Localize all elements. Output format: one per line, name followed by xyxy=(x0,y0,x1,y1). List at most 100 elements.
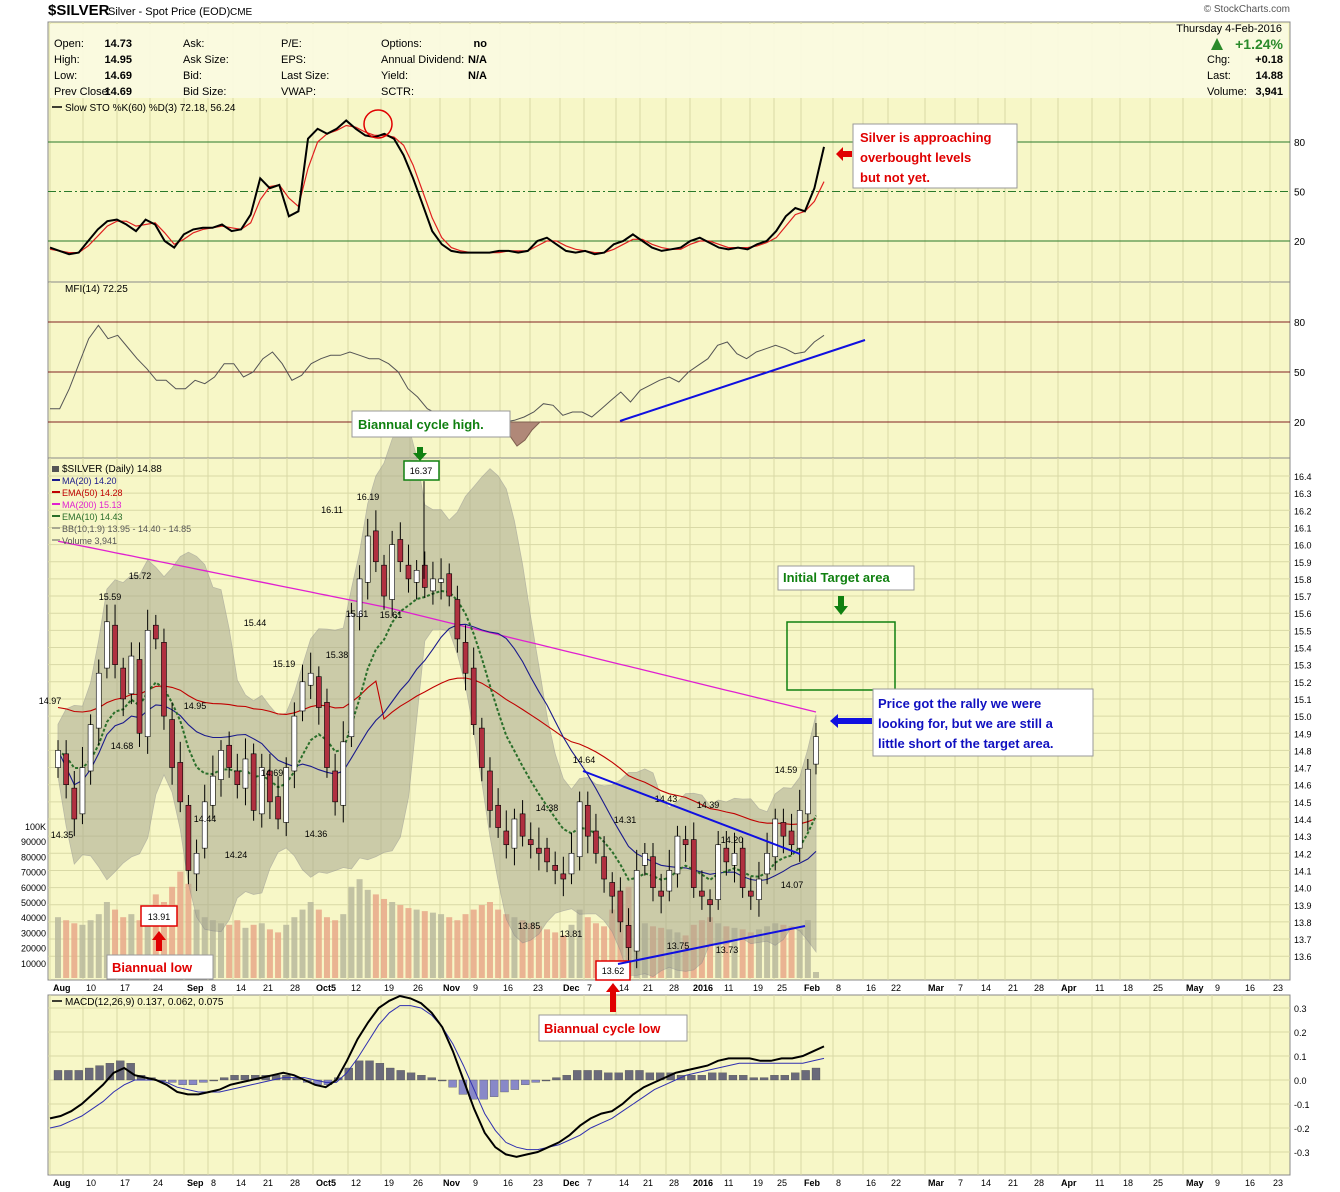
macd-hist-bar xyxy=(811,1067,821,1081)
volume-bar xyxy=(185,883,192,978)
price-tick-label: 14.1 xyxy=(1294,866,1312,876)
mfi-title: MFI(14) 72.25 xyxy=(65,284,128,295)
price-tick-label: 15.6 xyxy=(1294,609,1312,619)
macd-hist-bar xyxy=(687,1075,696,1081)
candle-body xyxy=(666,870,673,892)
candle-body xyxy=(650,856,656,888)
quote-label: Last: xyxy=(1207,70,1231,82)
price-label: 15.61 xyxy=(380,610,403,620)
x-tick-label: 8 xyxy=(211,1178,216,1188)
quote-date: Thursday 4-Feb-2016 xyxy=(1176,23,1282,35)
x-axis-price: Aug 10 17 24 Sep 8 14 21 28 Oct5 12 19 26 Nov 9 16 23 Dec… xyxy=(53,983,1283,993)
volume-bar xyxy=(79,924,86,978)
volume-bar xyxy=(454,920,461,978)
macd-hist-bar xyxy=(209,1079,218,1082)
price-labels: 14.97 14.35 15.59 15.72 14.68 13.91 14.95 14.44… xyxy=(39,460,803,981)
x-tick-label: 21 xyxy=(1008,1178,1018,1188)
macd-hist-bar xyxy=(53,1070,63,1081)
price-label: 13.81 xyxy=(560,929,583,939)
macd-hist-bar xyxy=(624,1070,634,1081)
sto-note-box xyxy=(852,123,1018,189)
x-tick-label: 10 xyxy=(86,1178,96,1188)
target-area-box xyxy=(786,621,896,691)
candle-body xyxy=(120,667,127,700)
candle-body xyxy=(185,804,192,871)
candle-body xyxy=(324,702,330,768)
macd-hist-bar xyxy=(645,1072,655,1081)
price-label: 15.61 xyxy=(346,609,369,619)
price-tick-label: 13.7 xyxy=(1294,935,1312,945)
candle-body xyxy=(503,830,510,846)
macd-hist-bar xyxy=(500,1079,509,1093)
x-tick-label: May xyxy=(1186,983,1204,993)
macd-hist-bar xyxy=(593,1070,603,1081)
x-axis-macd: Aug 10 17 24 Sep 8 14 21 28 Oct5 12 19 26 Nov 9 16 23 Dec… xyxy=(53,1178,1283,1188)
candle-body xyxy=(495,804,501,828)
x-tick-label: 22 xyxy=(891,983,901,993)
candle-body xyxy=(658,890,664,897)
volume-bar xyxy=(315,909,322,978)
macd-hist-bar xyxy=(375,1063,385,1081)
x-tick-label: 14 xyxy=(981,983,991,993)
quote-label: Bid: xyxy=(183,70,202,82)
x-tick-label: 11 xyxy=(724,983,733,993)
candle-body xyxy=(63,753,69,786)
x-tick-label: 28 xyxy=(290,1178,300,1188)
candle-body xyxy=(79,767,86,815)
volume-bar xyxy=(609,909,616,978)
x-tick-label: 18 xyxy=(1123,1178,1133,1188)
price-tick-label: 14.5 xyxy=(1294,798,1312,808)
candle-body xyxy=(405,564,412,580)
x-tick-label: Feb xyxy=(804,983,821,993)
price-lower-trendline xyxy=(617,925,806,965)
price-note-line3: little short of the target area. xyxy=(878,736,1054,751)
x-tick-label: 21 xyxy=(263,983,273,993)
price-note-box xyxy=(872,688,1094,757)
candle-body xyxy=(169,719,175,768)
x-tick-label: 7 xyxy=(587,1178,592,1188)
macd-hist-bar xyxy=(521,1079,530,1085)
price-label: 14.36 xyxy=(305,829,328,839)
volume-tick-label: 90000 xyxy=(21,837,46,847)
volume-bar xyxy=(307,902,314,978)
sto-k-line xyxy=(49,119,825,256)
candle-body xyxy=(576,801,583,858)
macd-hist-bar xyxy=(230,1075,239,1081)
candle-body xyxy=(71,787,78,820)
x-tick-label: Oct5 xyxy=(316,1178,336,1188)
x-tick-label: 21 xyxy=(263,1178,273,1188)
price-label: 16.37 xyxy=(410,466,433,476)
price-tick-label: 14.9 xyxy=(1294,729,1312,739)
macd-hist-bar xyxy=(85,1067,94,1081)
macd-axis: 0.3 0.2 0.1 0.0 -0.1 -0.2 -0.3 xyxy=(1294,1004,1310,1158)
volume-bar xyxy=(340,914,347,978)
x-tick-label: 14 xyxy=(619,983,629,993)
symbol: $SILVER xyxy=(48,2,110,19)
x-tick-label: 25 xyxy=(1153,1178,1163,1188)
candle-body xyxy=(690,839,697,888)
macd-hist-bar xyxy=(95,1065,104,1081)
volume-bar xyxy=(731,927,738,978)
volume-bar xyxy=(332,920,339,978)
volume-bar xyxy=(55,917,61,978)
volume-bar xyxy=(747,932,754,978)
ema50-line xyxy=(57,677,817,825)
legend-label: Volume 3,941 xyxy=(62,536,117,546)
candle-body xyxy=(511,818,518,849)
moving-averages xyxy=(57,540,817,882)
volume-bar xyxy=(601,926,608,978)
volume-bar xyxy=(544,929,551,978)
candle-body xyxy=(340,741,347,806)
volume-bar xyxy=(478,905,485,978)
volume-bar xyxy=(715,923,722,978)
volume-bar xyxy=(291,917,298,978)
candle-body xyxy=(568,852,575,875)
price-tick-label: 15.2 xyxy=(1294,678,1312,688)
candle-body xyxy=(756,878,762,900)
x-tick-label: 14 xyxy=(236,1178,246,1188)
volume-tick-label: 100K xyxy=(25,822,46,832)
candle-body xyxy=(674,835,681,875)
volume-bar xyxy=(397,905,404,978)
volume-bar xyxy=(592,923,599,978)
x-tick-label: 14 xyxy=(981,1178,991,1188)
